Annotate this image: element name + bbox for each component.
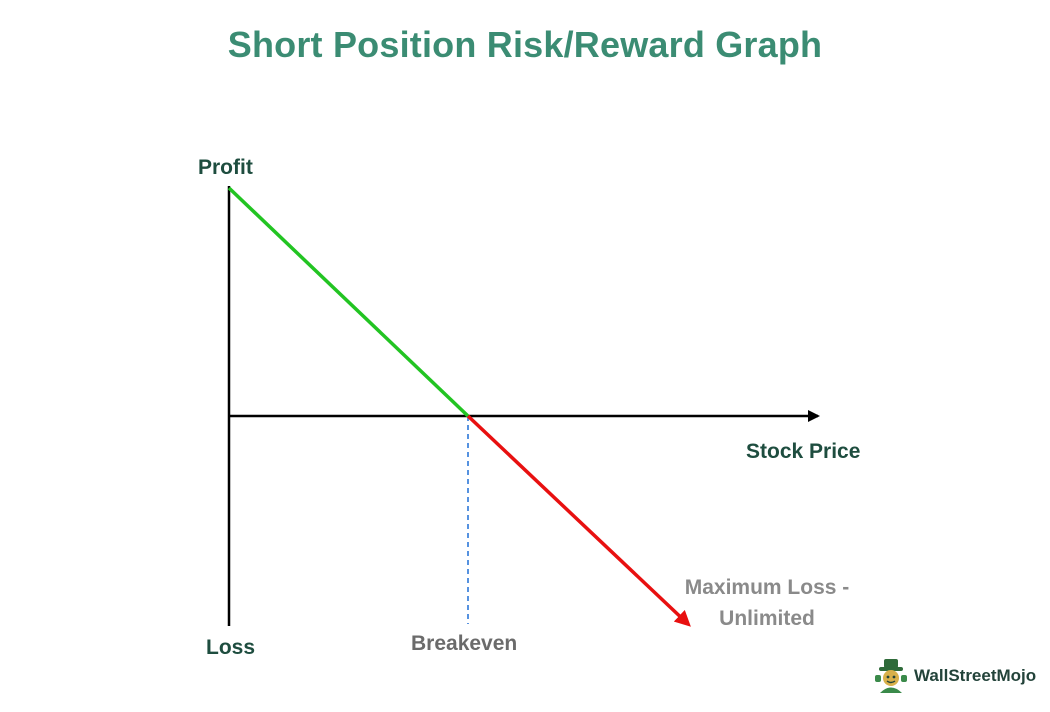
max-loss-label: Maximum Loss - Unlimited [684,576,850,630]
y-axis-bottom-label: Loss [206,636,256,659]
brand-name: WallStreetMojo [914,666,1037,685]
page-title: Short Position Risk/Reward Graph [227,24,823,65]
profit-line [227,186,470,418]
x-axis-label: Stock Price [746,440,861,463]
breakeven-label: Breakeven [411,632,518,655]
brand-logo: WallStreetMojo [874,658,1036,694]
loss-line [466,414,691,627]
y-axis-top-label: Profit [198,156,253,179]
mojo-mascot-icon [875,659,907,693]
